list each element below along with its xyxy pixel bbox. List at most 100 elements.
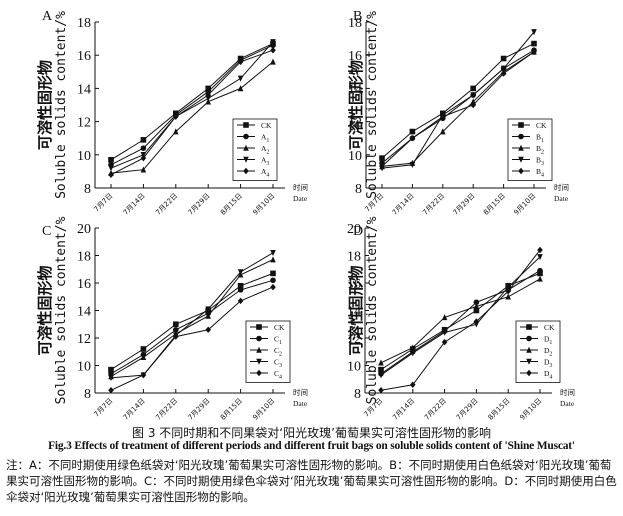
data-point — [531, 48, 537, 56]
y-tick-label: 12 — [348, 116, 362, 131]
y-tick-label: 18 — [77, 16, 91, 31]
legend-marker — [243, 144, 249, 151]
y-tick-label: 14 — [348, 82, 362, 97]
data-point — [237, 269, 244, 276]
series-a4 — [108, 46, 276, 179]
data-point — [205, 85, 211, 92]
legend-label: C4 — [274, 369, 282, 381]
x-axis-label-cn: 时间 — [554, 182, 569, 192]
data-point — [108, 156, 114, 163]
legend-marker — [518, 167, 524, 175]
legend-marker — [256, 324, 262, 330]
data-point — [378, 372, 384, 379]
y-tick-label: 16 — [77, 49, 91, 64]
data-point — [537, 254, 543, 261]
legend-label: D1 — [544, 335, 552, 347]
x-tick-label: 8月15日 — [487, 397, 512, 422]
legend-label: CK — [544, 323, 555, 332]
series-line — [381, 31, 535, 169]
data-point — [379, 155, 385, 161]
series-line — [381, 43, 535, 159]
x-tick-label: 7月29日 — [187, 192, 212, 217]
x-tick-label: 7月14日 — [122, 192, 147, 217]
series-line — [380, 270, 541, 375]
legend-label: CK — [536, 121, 547, 130]
x-tick-label: 9月10日 — [512, 192, 537, 217]
legend-marker — [518, 122, 524, 128]
data-point — [140, 166, 147, 173]
data-point — [473, 299, 480, 306]
x-tick-label: 7月14日 — [391, 192, 416, 217]
x-tick-label: 8月15日 — [219, 397, 244, 422]
data-point — [173, 326, 179, 333]
legend-marker — [256, 335, 262, 342]
data-point — [108, 171, 114, 179]
data-point — [441, 314, 448, 321]
x-tick-label: 7月22日 — [421, 192, 446, 217]
data-point — [473, 318, 480, 325]
legend-label: C1 — [274, 335, 282, 347]
x-tick-label: 7月7日 — [93, 192, 115, 214]
series-line — [110, 43, 274, 161]
legend-box — [515, 320, 561, 383]
x-tick-label: 7月29日 — [452, 192, 477, 217]
y-tick-label: 8 — [84, 182, 91, 197]
legend-label: B1 — [536, 133, 544, 145]
legend-marker — [526, 369, 532, 377]
legend-label: C3 — [274, 358, 282, 370]
series-line — [110, 259, 274, 377]
data-point — [410, 381, 416, 389]
series-c4 — [108, 283, 276, 394]
data-point — [270, 270, 276, 277]
data-point — [379, 163, 385, 170]
y-tick-label: 12 — [77, 116, 91, 131]
series-line — [110, 279, 274, 375]
legend-label: C2 — [274, 346, 282, 358]
x-tick-label: 9月10日 — [518, 397, 543, 422]
x-tick-label: 8月15日 — [219, 192, 244, 217]
series-line — [110, 61, 274, 174]
data-point — [537, 246, 543, 254]
legend-marker — [243, 133, 249, 140]
y-tick-label: 18 — [77, 250, 91, 265]
legend-label: B4 — [536, 167, 544, 179]
data-point — [237, 85, 244, 92]
legend-box — [507, 118, 553, 181]
legend-label: D4 — [544, 369, 552, 381]
data-point — [270, 277, 276, 284]
legend-marker — [518, 144, 524, 151]
figure-caption-chinese: 图 3 不同时期和不同果袋对‘阳光玫瑰’葡萄果实可溶性固形物的影响 — [132, 426, 491, 440]
y-tick-label: 18 — [347, 250, 361, 265]
x-tick-label: 7月7日 — [93, 397, 115, 419]
x-tick-label: 7月14日 — [391, 397, 416, 422]
y-tick-label: 18 — [348, 16, 362, 31]
data-point — [140, 346, 147, 352]
legend-marker — [243, 156, 249, 163]
legend-label: CK — [274, 323, 285, 332]
x-tick-label: 8月15日 — [482, 192, 507, 217]
data-point — [173, 333, 179, 340]
y-axis-label-cn: 可溶性固形物 — [36, 265, 54, 355]
x-tick-label: 7月22日 — [154, 397, 179, 422]
data-point — [500, 65, 507, 72]
legend-label: B2 — [536, 144, 544, 156]
y-tick-label: 14 — [77, 82, 91, 97]
data-point — [378, 366, 384, 373]
y-tick-label: 14 — [347, 305, 361, 320]
data-point — [205, 306, 211, 313]
data-point — [140, 137, 147, 143]
x-tick-label: 7月29日 — [187, 397, 212, 422]
data-point — [409, 128, 416, 135]
legend-label: A4 — [261, 167, 269, 179]
y-tick-label: 20 — [347, 222, 361, 237]
figure-caption-english: Fig.3 Effects of treatment of different … — [48, 440, 575, 452]
data-point — [440, 113, 446, 120]
x-tick-label: 7月22日 — [423, 397, 448, 422]
data-point — [237, 297, 244, 305]
series-b4 — [379, 48, 537, 170]
data-point — [173, 113, 179, 120]
legend-marker — [256, 369, 262, 377]
